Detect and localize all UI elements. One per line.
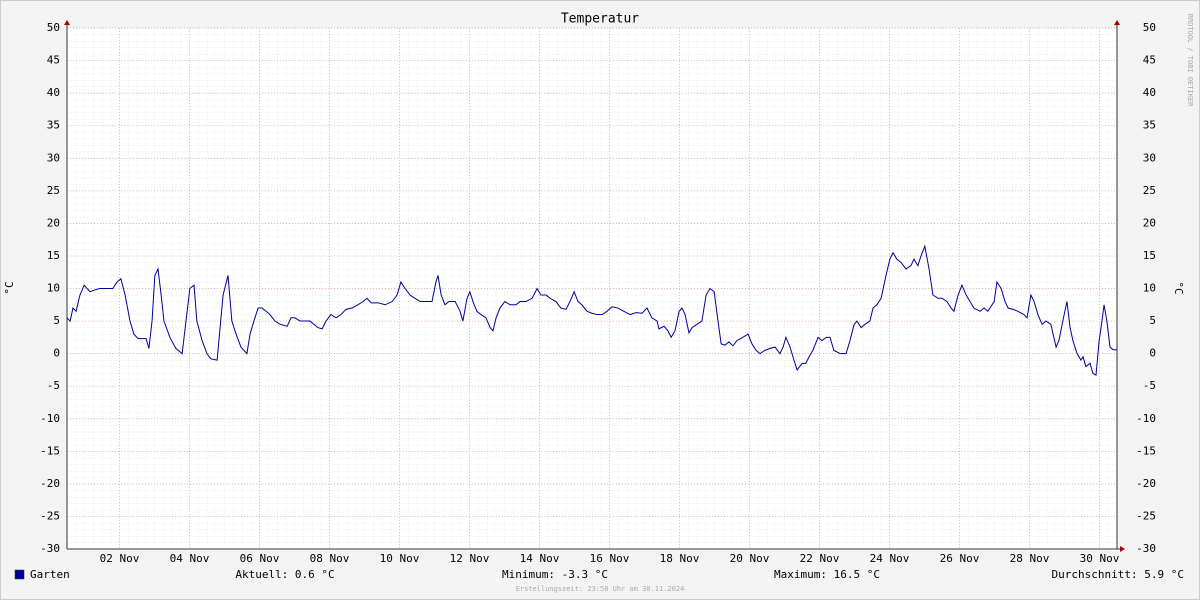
x-tick-label: 22 Nov (800, 552, 840, 565)
line (66, 244, 1117, 376)
stat: Durchschnitt: 5.9 °C (1052, 568, 1184, 581)
x-tick-label: 02 Nov (100, 552, 140, 565)
x-tick-label: 30 Nov (1080, 552, 1120, 565)
y-tick-label: 15 (1143, 249, 1156, 262)
axis-arrow (64, 20, 70, 25)
x-tick-label: 06 Nov (240, 552, 280, 565)
y-tick-label: 35 (47, 119, 60, 132)
footer: Erstellungszeit: 23:58 Uhr am 30.11.2024 (516, 585, 685, 593)
y-tick-label: 15 (47, 249, 60, 262)
y-tick-label: 25 (47, 184, 60, 197)
y-axis-label: °C (1172, 281, 1185, 294)
y-tick-label: -20 (40, 477, 60, 490)
x-tick-label: 26 Nov (940, 552, 980, 565)
y-tick-label: -10 (40, 412, 60, 425)
y-tick-label: -30 (40, 542, 60, 555)
x-tick-label: 28 Nov (1010, 552, 1050, 565)
y-tick-label: 40 (1143, 86, 1156, 99)
y-tick-label: -25 (40, 509, 60, 522)
y-tick-label: -5 (1143, 379, 1156, 392)
y-tick-label: 30 (47, 151, 60, 164)
y-axis-label: °C (3, 281, 16, 294)
y-tick-label: 45 (1143, 54, 1156, 67)
y-tick-label: 50 (47, 21, 60, 34)
x-tick-label: 24 Nov (870, 552, 910, 565)
x-tick-label: 04 Nov (170, 552, 210, 565)
legend-swatch (14, 569, 25, 580)
x-tick-label: 12 Nov (450, 552, 490, 565)
y-tick-label: 30 (1143, 151, 1156, 164)
y-tick-label: -20 (1136, 477, 1156, 490)
x-tick-label: 08 Nov (310, 552, 350, 565)
y-tick-label: 25 (1143, 184, 1156, 197)
y-tick-label: -25 (1136, 509, 1156, 522)
y-tick-label: 0 (1149, 347, 1156, 360)
axis-arrow (1120, 546, 1125, 552)
stat: Minimum: -3.3 °C (502, 568, 608, 581)
y-tick-label: 45 (47, 54, 60, 67)
x-tick-label: 10 Nov (380, 552, 420, 565)
y-tick-label: 40 (47, 86, 60, 99)
y-tick-label: 50 (1143, 21, 1156, 34)
y-tick-label: -5 (47, 379, 60, 392)
y-tick-label: -15 (1136, 444, 1156, 457)
y-tick-label: 20 (1143, 216, 1156, 229)
y-tick-label: 10 (47, 282, 60, 295)
legend-label: Garten (30, 568, 70, 581)
x-tick-label: 14 Nov (520, 552, 560, 565)
stat: Maximum: 16.5 °C (774, 568, 880, 581)
stat: Aktuell: 0.6 °C (235, 568, 334, 581)
y-tick-label: 35 (1143, 119, 1156, 132)
y-tick-label: -30 (1136, 542, 1156, 555)
watermark: RRDTOOL / TOBI OETIKER (1186, 14, 1194, 108)
y-tick-label: -10 (1136, 412, 1156, 425)
y-tick-label: 10 (1143, 282, 1156, 295)
y-tick-label: 0 (53, 347, 60, 360)
x-tick-label: 16 Nov (590, 552, 630, 565)
x-tick-label: 20 Nov (730, 552, 770, 565)
axis-arrow (1114, 20, 1120, 25)
y-tick-label: 5 (53, 314, 60, 327)
y-tick-label: -15 (40, 444, 60, 457)
y-tick-label: 5 (1149, 314, 1156, 327)
y-tick-label: 20 (47, 216, 60, 229)
chart-title: Temperatur (561, 12, 639, 27)
x-tick-label: 18 Nov (660, 552, 700, 565)
